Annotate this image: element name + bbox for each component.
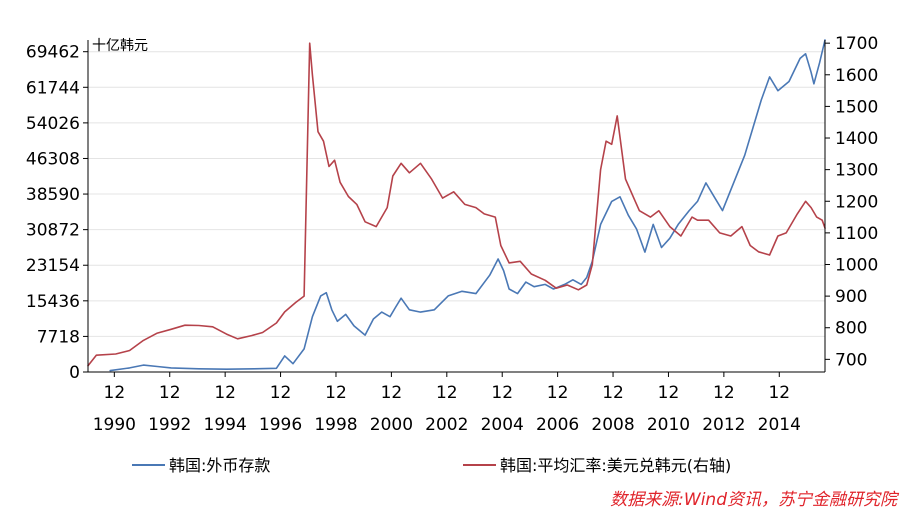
legend-label-exchange-rate: 韩国:平均汇率:美元兑韩元(右轴)	[500, 456, 731, 475]
x-tick-month-label: 12	[602, 383, 624, 403]
right-tick-label: 700	[835, 350, 867, 370]
x-tick-year-label: 2006	[536, 415, 579, 435]
x-tick-month-label: 12	[214, 383, 236, 403]
source-note: 数据来源:Wind资讯，苏宁金融研究院	[610, 490, 900, 510]
right-tick-label: 1600	[835, 66, 878, 86]
x-tick-month-label: 12	[491, 383, 513, 403]
x-tick-month-label: 12	[713, 383, 735, 403]
left-tick-label: 30872	[26, 221, 80, 241]
right-tick-label: 1500	[835, 97, 878, 117]
right-tick-label: 1700	[835, 34, 878, 54]
x-tick-year-label: 2008	[591, 415, 634, 435]
right-tick-label: 800	[835, 319, 867, 339]
left-tick-label: 0	[69, 363, 80, 383]
x-tick-year-label: 1990	[93, 415, 136, 435]
legend-label-deposits: 韩国:外币存款	[169, 456, 270, 475]
series-line-exchange-rate	[87, 42, 826, 367]
legend-item-exchange-rate: 韩国:平均汇率:美元兑韩元(右轴)	[463, 456, 731, 475]
x-tick-month-label: 12	[436, 383, 458, 403]
left-tick-label: 46308	[26, 149, 80, 169]
left-tick-label: 69462	[26, 43, 80, 63]
x-tick-month-label: 12	[658, 383, 680, 403]
left-tick-label: 7718	[37, 327, 80, 347]
x-tick-month-label: 12	[381, 383, 403, 403]
x-tick-year-label: 1994	[204, 415, 247, 435]
right-tick-label: 1400	[835, 129, 878, 149]
x-tick-year-label: 1996	[259, 415, 302, 435]
right-tick-label: 1200	[835, 192, 878, 212]
x-tick-year-label: 2004	[481, 415, 524, 435]
series-line-deposits	[109, 39, 826, 372]
right-tick-label: 1000	[835, 255, 878, 275]
x-tick-year-label: 1998	[314, 415, 357, 435]
x-tick-month-label: 12	[270, 383, 292, 403]
series-lines	[87, 39, 826, 372]
x-tick-year-label: 2000	[370, 415, 413, 435]
left-tick-label: 61744	[26, 78, 80, 98]
right-tick-label: 1300	[835, 161, 878, 181]
right-tick-label: 900	[835, 287, 867, 307]
x-tick-month-label: 12	[547, 383, 569, 403]
x-tick-month-label: 12	[768, 383, 790, 403]
legend-item-deposits: 韩国:外币存款	[132, 456, 270, 475]
x-tick-month-label: 12	[325, 383, 347, 403]
x-tick-year-label: 2014	[758, 415, 801, 435]
left-tick-label: 38590	[26, 185, 80, 205]
x-tick-year-label: 2010	[647, 415, 690, 435]
left-unit-label: 十亿韩元	[92, 38, 148, 54]
x-axis-ticks: 12 1990 12 1992 12 1994 12 1996 12 1998 12 2000 12 20…	[93, 372, 801, 435]
right-axis-ticks: 700 800 900 1000 1100 1200 1300 1400 1500 1600 170…	[825, 34, 878, 370]
x-tick-year-label: 2012	[702, 415, 745, 435]
legend: 韩国:外币存款 韩国:平均汇率:美元兑韩元(右轴)	[132, 456, 731, 475]
x-tick-month-label: 12	[159, 383, 181, 403]
x-tick-year-label: 2002	[425, 415, 468, 435]
left-tick-label: 15436	[26, 292, 80, 312]
axes	[87, 40, 826, 373]
x-tick-month-label: 12	[104, 383, 126, 403]
x-tick-year-label: 1992	[148, 415, 191, 435]
left-axis-ticks: 0 7718 15436 23154 30872 38590 46308 54026 61744…	[26, 43, 88, 383]
left-tick-label: 23154	[26, 256, 80, 276]
right-tick-label: 1100	[835, 224, 878, 244]
left-tick-label: 54026	[26, 114, 80, 134]
